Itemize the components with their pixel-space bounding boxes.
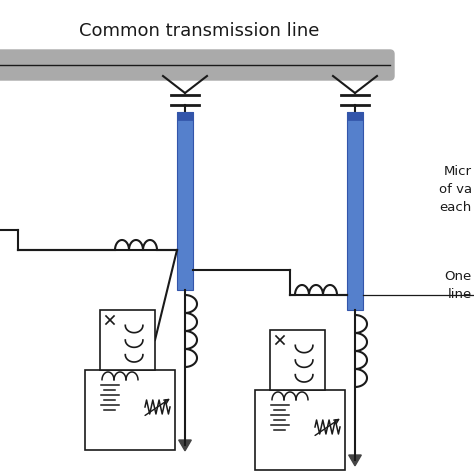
- Bar: [85, 370, 175, 450]
- Bar: [347, 112, 363, 120]
- Bar: [347, 112, 363, 310]
- Text: Common transmission line: Common transmission line: [79, 22, 319, 40]
- Polygon shape: [179, 440, 191, 451]
- Bar: [177, 112, 193, 290]
- FancyBboxPatch shape: [0, 50, 394, 80]
- Text: Micr
of va
each: Micr of va each: [439, 165, 472, 214]
- Bar: [177, 112, 193, 120]
- Text: One
line: One line: [445, 270, 472, 301]
- Bar: [270, 330, 325, 390]
- Bar: [100, 310, 155, 370]
- Bar: [255, 390, 345, 470]
- Polygon shape: [349, 455, 361, 466]
